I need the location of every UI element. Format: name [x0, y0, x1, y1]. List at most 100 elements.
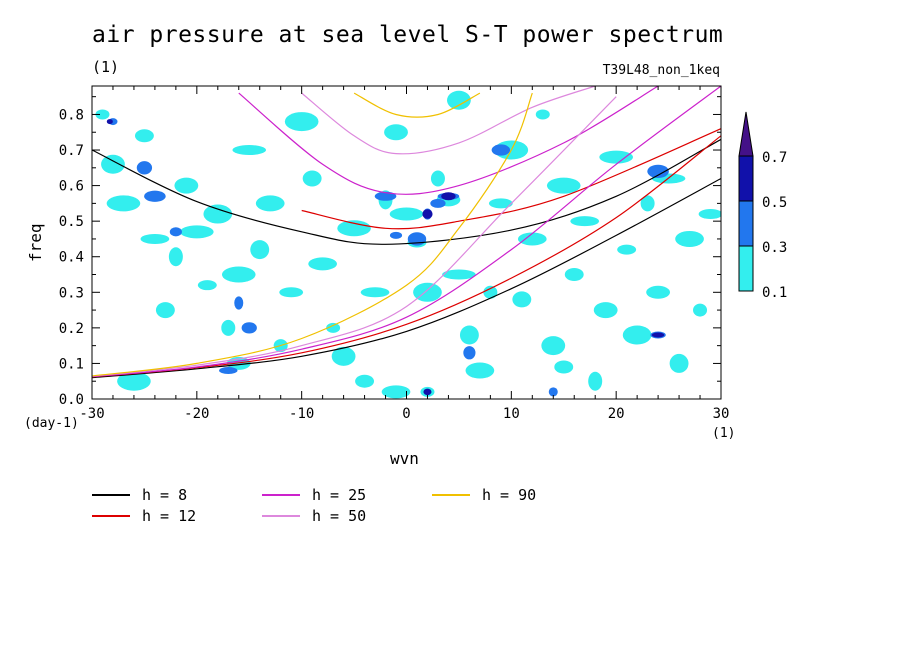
contour-patch	[459, 325, 479, 345]
contour-patch	[221, 266, 256, 283]
contour-patch	[430, 198, 446, 208]
contour-patch	[548, 387, 558, 397]
contour-patch	[517, 232, 547, 246]
colorbar-label: 0.7	[762, 150, 788, 166]
contour-patch	[491, 144, 511, 156]
colorbar-segment	[738, 200, 754, 247]
legend-item: h = 90	[432, 486, 536, 504]
contour-patch	[250, 240, 270, 260]
x-tick-label: -20	[184, 406, 209, 422]
contour-patch	[647, 164, 669, 179]
contour-patch	[284, 112, 319, 132]
dispersion-curve-symmetric	[301, 86, 596, 155]
contour-patch	[693, 303, 708, 317]
legend-item: h = 12	[92, 507, 196, 525]
contour-patch	[488, 198, 513, 209]
legend-item: h = 25	[262, 486, 366, 504]
legend-swatch	[432, 494, 470, 496]
legend-swatch	[262, 515, 300, 517]
contour-patch	[384, 124, 408, 141]
colorbar-extension	[738, 111, 754, 157]
dispersion-curve-symmetric	[238, 86, 659, 195]
legend-label: h = 12	[142, 507, 197, 525]
contour-patch	[302, 170, 322, 187]
colorbar-segment	[738, 155, 754, 202]
legend-swatch	[92, 515, 130, 517]
legend-label: h = 25	[312, 486, 367, 504]
y-tick-label: 0.8	[59, 107, 84, 123]
contour-patch	[617, 244, 637, 255]
contour-patch	[134, 129, 154, 143]
contour-patch	[180, 225, 214, 239]
contour-patch	[136, 161, 153, 175]
y-axis-unit: (day-1)	[24, 416, 79, 431]
dispersion-curve-kelvin	[92, 96, 617, 377]
contour-patch	[389, 207, 424, 221]
contour-patch	[234, 296, 244, 310]
y-tick-label: 0.4	[59, 250, 84, 266]
contour-patch	[588, 371, 603, 391]
contour-patch	[570, 216, 600, 227]
contour-patch	[106, 119, 113, 125]
dispersion-curve-symmetric	[92, 138, 721, 245]
contour-patch	[155, 302, 175, 319]
contour-patch	[541, 336, 566, 356]
contour-patch	[389, 231, 403, 239]
contour-patch	[646, 285, 670, 299]
contour-patch	[413, 282, 442, 302]
contour-patch	[326, 322, 341, 333]
dispersion-curve-symmetric	[301, 128, 721, 230]
contour-patch	[241, 322, 257, 334]
dispersion-curve-kelvin	[92, 92, 533, 377]
contour-patch	[331, 346, 356, 366]
contour-patch	[308, 257, 337, 271]
contour-patch	[360, 287, 390, 298]
contour-patch	[651, 332, 665, 338]
contour-patch	[355, 374, 375, 388]
contour-patch	[197, 280, 217, 291]
y-tick-label: 0.0	[59, 392, 84, 408]
contour-patch	[169, 227, 182, 237]
contour-patch	[168, 247, 183, 267]
legend-item: h = 8	[92, 486, 187, 504]
contour-patch	[221, 319, 236, 336]
run-label: T39L48_non_1keq	[602, 63, 720, 78]
contour-patch	[622, 325, 652, 345]
contour-patch	[535, 109, 550, 120]
contour-patch	[255, 195, 285, 212]
contour-patch	[546, 177, 581, 194]
chart-title: air pressure at sea level S-T power spec…	[92, 22, 724, 48]
dispersion-curve-kelvin	[92, 135, 721, 378]
colorbar-label: 0.5	[762, 195, 788, 211]
x-tick-label: -10	[289, 406, 314, 422]
x-tick-label: 30	[713, 406, 730, 422]
contour-patch	[441, 192, 456, 201]
x-tick-label: -30	[79, 406, 104, 422]
contour-patch	[422, 209, 433, 219]
contour-patch	[279, 287, 304, 298]
y-tick-label: 0.6	[59, 179, 84, 195]
contour-patch	[669, 353, 689, 373]
y-axis-label: freq	[26, 223, 45, 262]
x-axis-label: wvn	[390, 449, 419, 468]
contour-patch	[593, 302, 618, 319]
x-tick-label: 0	[402, 406, 410, 422]
contour-patch	[599, 150, 633, 164]
contour-patch	[232, 145, 267, 156]
y-tick-label: 0.1	[59, 356, 84, 372]
x-tick-label: 20	[608, 406, 625, 422]
dispersion-curve-kelvin	[92, 86, 721, 378]
plot-background	[92, 86, 721, 399]
contour-patch	[423, 388, 432, 396]
legend-label: h = 8	[142, 486, 188, 504]
contour-patch	[554, 360, 574, 374]
contour-patch	[698, 209, 721, 220]
contour-patch	[140, 233, 170, 244]
dispersion-curve-symmetric	[353, 92, 481, 118]
legend-label: h = 50	[312, 507, 367, 525]
x-tick-label: 10	[503, 406, 520, 422]
contour-patch	[203, 204, 233, 224]
y-tick-label: 0.2	[59, 321, 84, 337]
contour-patch	[219, 367, 238, 375]
